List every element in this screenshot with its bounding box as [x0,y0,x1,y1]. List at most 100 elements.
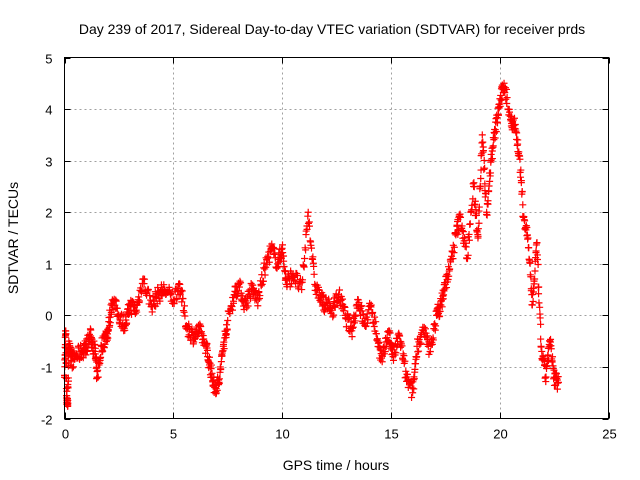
data-point-interp [428,340,436,348]
data-point-interp [97,353,105,361]
data-point-interp [87,326,95,334]
x-tick-label: 25 [602,427,616,442]
data-point-interp [104,334,112,342]
data-point-interp [470,183,478,191]
data-point-interp [417,339,425,347]
y-tick-label: 5 [45,52,52,67]
data-point-interp [341,303,349,311]
data-point-interp [181,312,189,320]
x-axis-title: GPS time / hours [283,457,390,473]
data-point-interp [87,334,95,342]
data-point-interp [503,85,511,93]
data-point-interp [226,310,234,318]
data-point [298,286,306,294]
data-point-interp [336,286,344,294]
y-tick-label: 3 [45,155,52,170]
data-point-interp [492,128,500,136]
data-point-interp [198,330,206,338]
data-point [528,301,536,309]
data-point-interp [299,276,307,284]
data-point-interp [83,347,91,355]
data-point-interp [549,353,557,361]
data-point-interp [503,94,511,102]
data-point-interp [69,363,77,371]
y-tick-label: 4 [45,103,52,118]
data-point-interp [510,114,518,122]
data-point-interp [537,343,545,351]
data-point-interp [533,256,541,264]
data-point-interp [247,279,255,287]
data-point-interp [295,285,303,293]
data-point-interp [82,351,90,359]
data-point-interp [415,335,423,343]
data-point-interp [527,273,535,281]
data-point-interp [180,308,188,316]
data-point-interp [364,316,372,324]
data-point-interp [480,165,488,173]
data-point-interp [273,264,281,272]
data-point-interp [477,175,485,183]
data-point-interp [180,302,188,310]
data-point-interp [192,334,200,342]
x-tick-label: 15 [384,427,398,442]
data-point-interp [531,267,539,275]
data-point-interp [128,310,136,318]
data-point-interp [133,308,141,316]
data-point-interp [370,323,378,331]
data-point [304,208,312,216]
x-tick-label: 20 [493,427,507,442]
data-point-interp [536,314,544,322]
data-point-interp [229,306,237,314]
data-point-interp [372,330,380,338]
data-point-interp [472,211,480,219]
data-point-interp [443,284,451,292]
data-point-interp [532,247,540,255]
data-point-interp [346,313,354,321]
data-point-interp [459,228,467,236]
data-point-interp [488,155,496,163]
data-point [224,317,232,325]
data-point-interp [330,311,338,319]
data-point-interp [261,271,269,279]
data-point-interp [463,254,471,262]
data-point-interp [237,279,245,287]
y-axis-title: SDTVAR / TECUs [5,182,21,294]
data-point-interp [383,334,391,342]
data-point-interp [535,290,543,298]
data-point-interp [521,217,529,225]
data-point-interp [249,281,257,289]
y-tick-label: 0 [45,309,52,324]
data-point-interp [534,260,542,268]
data-point-interp [143,287,151,295]
data-point-interp [464,251,472,259]
data-point-interp [310,262,318,270]
data-point-interp [386,329,394,337]
data-point-interp [177,288,185,296]
data-point [554,378,562,386]
data-point-interp [450,243,458,251]
data-point-interp [123,319,131,327]
data-point-interp [493,119,501,127]
data-point-interp [554,379,562,387]
data-point-interp [305,222,313,230]
data-point-interp [178,287,186,295]
data-point-interp [458,226,466,234]
data-point-interp [146,292,154,300]
data-point-interp [64,374,72,382]
data-point-interp [526,259,534,267]
data-point-interp [62,330,70,338]
data-point-interp [308,244,316,252]
data-point-interp [178,298,186,306]
data-point-interp [533,239,541,247]
data-point-interp [537,335,545,343]
data-point-interp [503,99,511,107]
data-point-interp [462,243,470,251]
data-point-interp [314,283,322,291]
data-point-interp [399,350,407,358]
data-point-interp [517,166,525,174]
data-point-interp [135,297,143,305]
data-point-interp [517,177,525,185]
data-point-interp [309,253,317,261]
data-point-interp [484,197,492,205]
data-point-interp [398,342,406,350]
